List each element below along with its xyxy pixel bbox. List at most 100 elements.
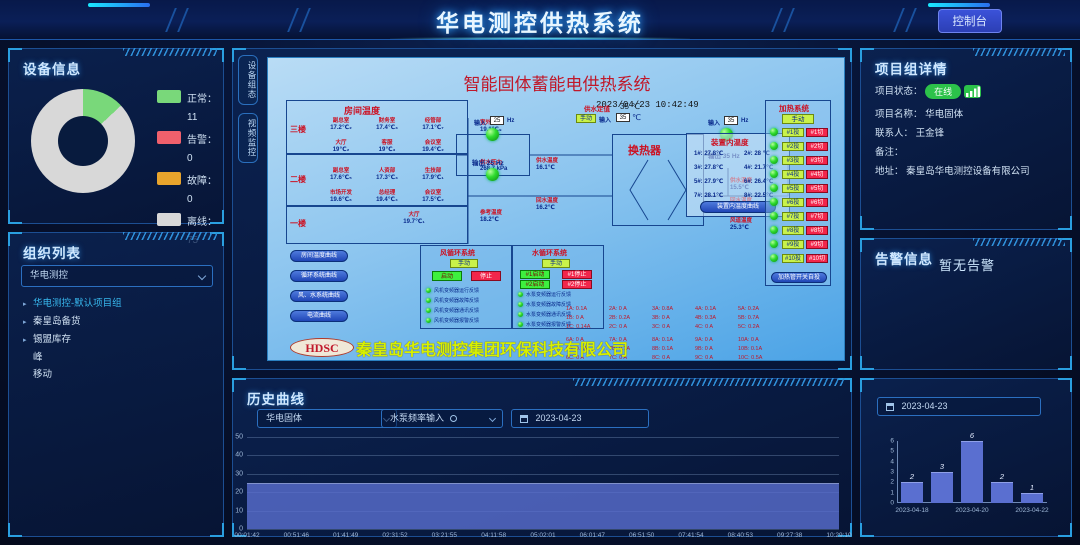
water-system-mode-button[interactable]: 手动 [542, 259, 570, 268]
clear-icon[interactable] [449, 415, 457, 423]
heating-stage-on-5[interactable]: #5投 [782, 184, 804, 193]
bar-x-tick: 2023-04-22 [1015, 507, 1049, 514]
water-stop-button-1[interactable]: #1停止 [562, 270, 592, 279]
heating-auto-button[interactable]: 加热管开关自投 [771, 272, 827, 283]
heating-stage-on-9[interactable]: #9投 [782, 240, 804, 249]
bar-4[interactable]: 1 [1021, 483, 1043, 503]
current-cell-10C: 10C: 0.5A [738, 355, 763, 361]
header-accent-right [928, 3, 990, 7]
org-list-title: 组织列表 [23, 246, 81, 261]
air-system-stop-button[interactable]: 停止 [471, 271, 501, 281]
heating-stage-on-4[interactable]: #4投 [782, 170, 804, 179]
heating-stage-off-7[interactable]: #7切 [806, 212, 828, 221]
org-tree-item-0[interactable]: ▸ 华电测控-默认项目组 [23, 295, 213, 313]
heating-stage-on-1[interactable]: #1投 [782, 128, 804, 137]
air-status-label-2: 风机变频器通讯反馈 [434, 308, 480, 314]
scada-tab-1[interactable]: 视频监控 [238, 113, 258, 163]
console-button[interactable]: 控制台 [937, 9, 1002, 33]
set-temp-input-field[interactable]: 35 [616, 113, 630, 122]
heating-stage-on-10[interactable]: #10投 [782, 254, 804, 263]
device-temp-cell: 5#: 27.9℃ [694, 179, 724, 185]
water-start-button-2[interactable]: #2启动 [520, 280, 550, 289]
bar-2[interactable]: 6 [961, 431, 983, 503]
org-select-dropdown[interactable]: 华电测控 [21, 265, 213, 287]
device-temp-curve-button[interactable]: 装置内温度曲线 [700, 201, 776, 213]
heating-stage-off-6[interactable]: #6切 [806, 198, 828, 207]
panel-hatch-decor [573, 378, 845, 386]
org-tree-item-4[interactable]: 移动 [23, 366, 213, 383]
curve-button-0[interactable]: 房间温度曲线 [290, 250, 348, 262]
history-point-select[interactable]: 水泵频率输入 [381, 409, 503, 428]
expand-arrow-icon[interactable]: ▸ [23, 337, 27, 344]
alarm-panel: 告警信息 暂无告警 [860, 238, 1072, 370]
heating-stage-led-7 [770, 212, 778, 220]
pump-left-input-field[interactable]: 25 [490, 116, 504, 125]
org-tree-item-1[interactable]: ▸ 秦皇岛备货 [23, 313, 213, 331]
room-temp-value: 17.4℃₃ [376, 125, 398, 131]
pump-right-input-field[interactable]: 35 [724, 116, 738, 125]
heating-stage-off-2[interactable]: #2切 [806, 142, 828, 151]
app-header: 华电测控供热系统 控制台 [0, 0, 1080, 40]
org-tree-item-2[interactable]: ▸ 锡盟库存 [23, 331, 213, 349]
heating-stage-off-8[interactable]: #8切 [806, 226, 828, 235]
water-status-led-1 [518, 302, 523, 307]
heating-stage-on-2[interactable]: #2投 [782, 142, 804, 151]
curve-button-3[interactable]: 电流曲线 [290, 310, 348, 322]
history-date-picker[interactable]: 2023-04-23 [511, 409, 649, 428]
curve-button-2[interactable]: 风、水系统曲线 [290, 290, 348, 302]
device-status-donut-chart [31, 89, 135, 193]
project-address-value: 秦皇岛华电测控设备有限公司 [906, 166, 1030, 177]
expand-arrow-icon[interactable]: ▸ [23, 319, 27, 326]
heating-stage-led-10 [770, 254, 778, 262]
water-stop-button-2[interactable]: #2停止 [562, 280, 592, 289]
device-temp-cell: 7#: 28.1℃ [694, 193, 724, 199]
device-temp-cell: 2#: 28 ℃ [744, 151, 770, 157]
x-axis-tick: 07:41:54 [678, 532, 704, 539]
heating-stage-off-1[interactable]: #1切 [806, 128, 828, 137]
set-temp-label: 供水定值 [584, 106, 610, 113]
set-temp-mode-button[interactable]: 手动 [576, 114, 596, 123]
current-cell-8C: 8C: 0 A [652, 355, 671, 361]
heating-stage-off-10[interactable]: #10切 [806, 254, 828, 263]
expand-arrow-icon[interactable]: ▸ [23, 301, 27, 308]
project-contact-value: 王金锋 [915, 128, 945, 139]
air-system-start-button[interactable]: 启动 [432, 271, 462, 281]
org-tree-item-label: 峰 [33, 352, 43, 363]
current-cell-6B: 6B: 0.7A [566, 346, 588, 352]
heating-stage-on-8[interactable]: #8投 [782, 226, 804, 235]
bar-3[interactable]: 2 [991, 472, 1013, 503]
heating-stage-off-4[interactable]: #4切 [806, 170, 828, 179]
heating-stage-off-9[interactable]: #9切 [806, 240, 828, 249]
air-system-mode-button[interactable]: 手动 [450, 259, 478, 268]
bar-value-label: 2 [909, 472, 915, 482]
org-tree-item-3[interactable]: 峰 [23, 349, 213, 366]
room-name: 经管部 [424, 118, 442, 124]
panel-hatch-decor [972, 48, 1065, 56]
heating-stage-off-3[interactable]: #3切 [806, 156, 828, 165]
alarm-title: 告警信息 [875, 252, 933, 267]
heating-stage-on-7[interactable]: #7投 [782, 212, 804, 221]
bar-1[interactable]: 3 [931, 462, 953, 503]
legend-text: 正常： 11 [187, 94, 217, 123]
y-axis-tick: 30 [235, 470, 243, 478]
heating-stage-led-4 [770, 170, 778, 178]
room-name: 大厅 [408, 212, 420, 218]
history-title: 历史曲线 [247, 392, 305, 407]
alarm-date-picker[interactable]: 2023-04-23 [877, 397, 1041, 416]
room-temp-value: 19℃₃ [378, 147, 396, 153]
heating-stage-on-6[interactable]: #6投 [782, 198, 804, 207]
heating-stage-off-5[interactable]: #5切 [806, 184, 828, 193]
sensor-value: 18.2℃ [480, 217, 499, 223]
water-start-button-1[interactable]: #1启动 [520, 270, 550, 279]
y-axis-tick: 50 [235, 433, 243, 441]
room-temp-value: 19.4℃₂ [422, 147, 444, 153]
sensor-value: 25.3℃ [730, 225, 749, 231]
heating-stage-on-3[interactable]: #3投 [782, 156, 804, 165]
curve-button-1[interactable]: 循环系统曲线 [290, 270, 348, 282]
scada-tab-0[interactable]: 设备组态 [238, 55, 258, 105]
bar-0[interactable]: 2 [901, 472, 923, 503]
history-project-select[interactable]: 华电固体 [257, 409, 397, 428]
heating-mode-button[interactable]: 手动 [782, 114, 814, 124]
x-axis-tick: 06:01:47 [579, 532, 605, 539]
legend-swatch [157, 172, 181, 185]
